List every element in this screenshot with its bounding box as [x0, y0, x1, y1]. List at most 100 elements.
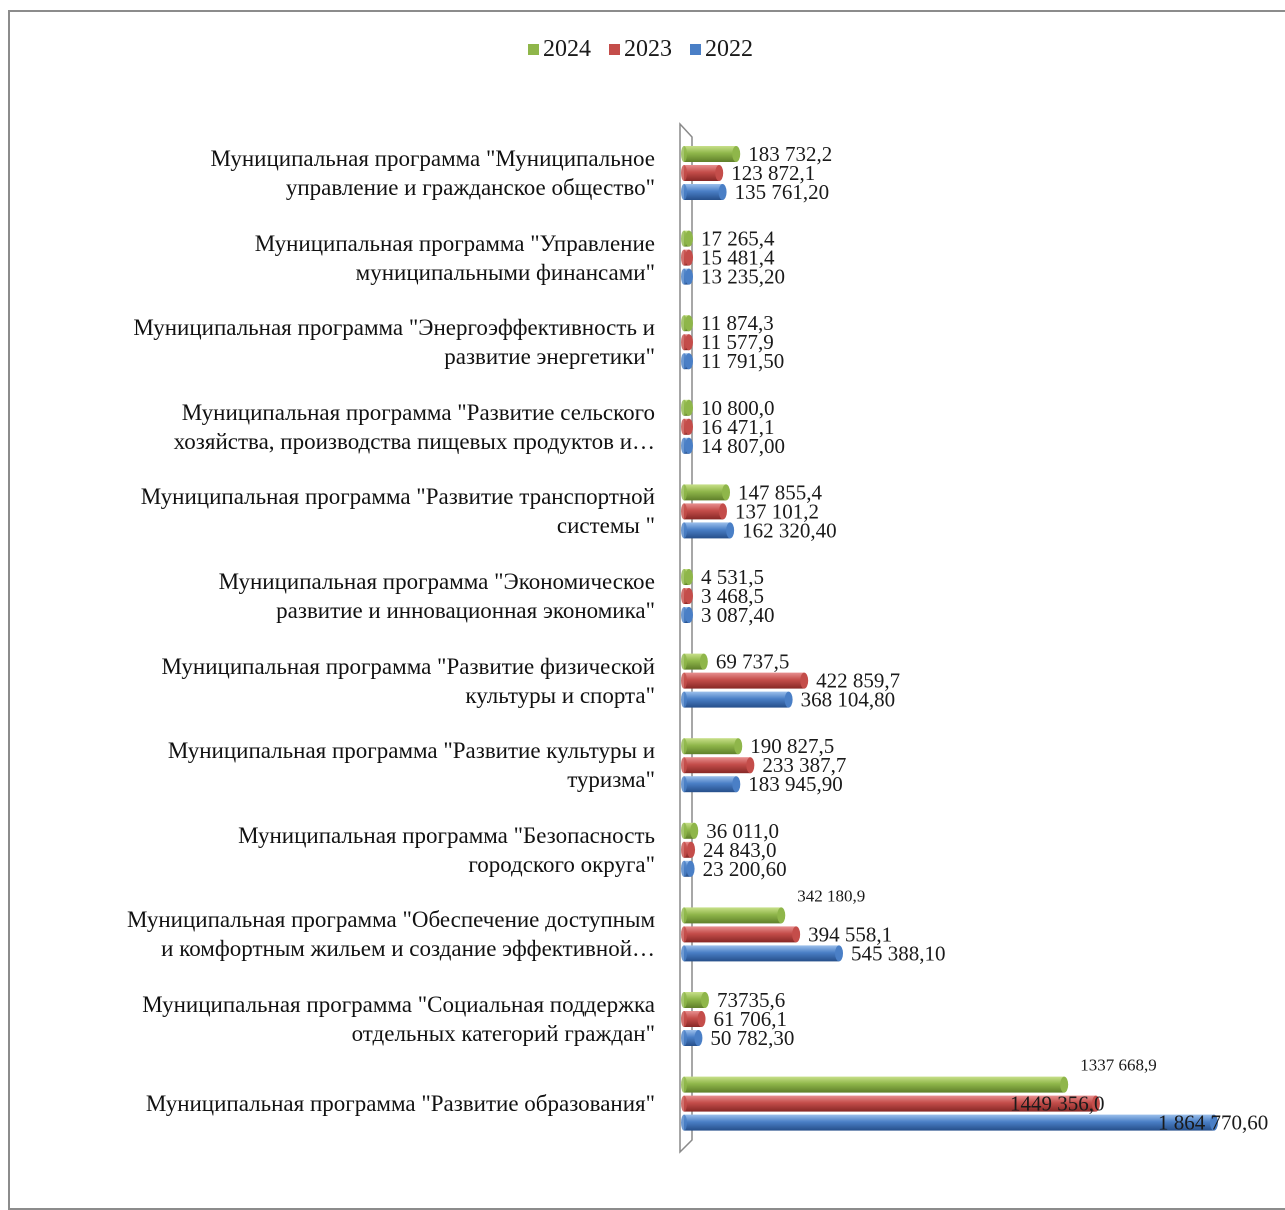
bar-end-cap	[700, 992, 709, 1008]
value-label-2023: 123 872,1	[731, 161, 815, 185]
bar-2023	[681, 418, 693, 435]
value-label-2023: 422 859,7	[816, 669, 900, 693]
bar-body	[684, 672, 805, 689]
bar-start-cap	[681, 738, 687, 755]
bar-2022	[681, 1114, 1218, 1131]
bar-start-cap	[681, 399, 687, 416]
bar-2023	[681, 757, 755, 774]
legend-item-2023: 2023	[609, 36, 672, 63]
bar-2024	[681, 230, 693, 247]
bars-group	[681, 146, 1218, 1131]
bar-2022	[681, 945, 844, 962]
bar-start-cap	[681, 926, 687, 943]
bar-start-cap	[681, 249, 687, 266]
bar-body	[684, 1076, 1065, 1093]
bar-start-cap	[681, 607, 687, 623]
category-label: Муниципальная программа "Развитие физиче…	[15, 652, 655, 710]
bar-end-cap	[699, 653, 708, 670]
bar-end-cap	[718, 184, 727, 200]
category-label-line: Муниципальная программа "Развитие культу…	[167, 738, 655, 764]
bar-end-cap	[732, 776, 741, 793]
bar-start-cap	[681, 1011, 687, 1027]
bar-end-cap	[685, 607, 693, 623]
bar-end-cap	[697, 1011, 706, 1027]
bar-start-cap	[681, 437, 687, 454]
value-label-2022: 3 087,40	[701, 603, 775, 627]
value-label-2023: 233 387,7	[762, 753, 846, 777]
category-label-line: отдельных категорий граждан"	[351, 1021, 655, 1046]
bar-start-cap	[681, 1030, 687, 1046]
bar-start-cap	[681, 691, 687, 708]
value-label-2023: 3 468,5	[701, 584, 764, 608]
category-label-line: Муниципальная программа "Развитие трансп…	[140, 484, 655, 510]
category-label: Муниципальная программа "Экономическое ра…	[15, 567, 655, 625]
bar-body	[684, 1114, 1214, 1131]
bar-body	[684, 184, 723, 200]
legend-item-2022: 2022	[690, 36, 753, 63]
axis-wall-panel	[679, 122, 693, 1154]
bar-2022	[681, 776, 741, 793]
bar-body	[684, 146, 737, 162]
bar-start-cap	[681, 503, 687, 520]
category-label: Муниципальная программа "Обеспечение дос…	[15, 905, 655, 963]
category-label-line: Муниципальная программа "Муниципальное	[210, 146, 656, 171]
bar-2023	[681, 926, 801, 943]
category-label-line: муниципальными финансами"	[355, 259, 655, 285]
bar-start-cap	[681, 184, 687, 200]
bar-2023	[681, 588, 693, 604]
bar-2023	[681, 1011, 706, 1027]
bar-end-cap	[1060, 1076, 1069, 1093]
bar-end-cap	[777, 907, 786, 924]
bar-2023	[681, 249, 693, 266]
chart-legend: 2024 2023 2022	[528, 36, 753, 63]
value-label-2022: 545 388,10	[851, 941, 946, 965]
category-label: Муниципальная программа "Управление муниц…	[15, 229, 655, 287]
bar-end-cap	[685, 353, 693, 370]
category-label-line: городского округа"	[468, 851, 655, 877]
legend-label-2023: 2023	[624, 36, 672, 62]
bar-2024	[681, 653, 708, 670]
bar-body	[684, 945, 840, 962]
bar-end-cap	[718, 503, 727, 520]
bar-body	[684, 992, 705, 1008]
bar-end-cap	[694, 1030, 703, 1046]
category-label: Муниципальная программа "Развитие сельск…	[15, 398, 655, 456]
bar-end-cap	[685, 249, 693, 266]
bar-body	[684, 165, 720, 181]
value-label-2023: 11 577,9	[701, 330, 774, 354]
category-label-line: Муниципальная программа "Энергоэффективн…	[133, 315, 655, 341]
bar-2022	[681, 522, 735, 539]
axis-wall	[679, 122, 693, 1154]
bar-body	[684, 822, 695, 839]
category-label: Муниципальная программа "Развитие трансп…	[15, 482, 655, 540]
bar-start-cap	[681, 353, 687, 370]
bar-body	[684, 503, 723, 520]
category-label-line: системы "	[556, 513, 655, 539]
bar-body	[684, 1011, 702, 1027]
bar-end-cap	[690, 822, 699, 839]
bar-end-cap	[734, 738, 743, 755]
value-label-2022: 14 807,00	[701, 434, 785, 458]
value-label-2024: 10 800,0	[701, 396, 775, 420]
value-label-2024: 190 827,5	[750, 734, 834, 758]
bar-2024	[681, 484, 731, 501]
category-label-line: Муниципальная программа "Управление	[254, 230, 655, 256]
value-label-2023: 137 101,2	[735, 499, 819, 523]
category-label: Муниципальная программа "Безопасность гор…	[15, 821, 655, 879]
category-label-line: развитие энергетики"	[444, 344, 655, 370]
bar-2024	[681, 907, 786, 924]
bar-start-cap	[681, 522, 687, 539]
bar-end-cap	[686, 860, 695, 877]
bar-end-cap	[800, 672, 809, 689]
bar-start-cap	[681, 334, 687, 351]
bar-end-cap	[732, 146, 741, 162]
bar-2023	[681, 165, 724, 181]
category-label-line: управление и гражданское общество"	[285, 175, 655, 200]
bar-end-cap	[722, 484, 731, 501]
bar-end-cap	[784, 691, 793, 708]
bar-2022	[681, 607, 693, 623]
bar-end-cap	[685, 437, 693, 454]
bar-start-cap	[681, 569, 687, 585]
